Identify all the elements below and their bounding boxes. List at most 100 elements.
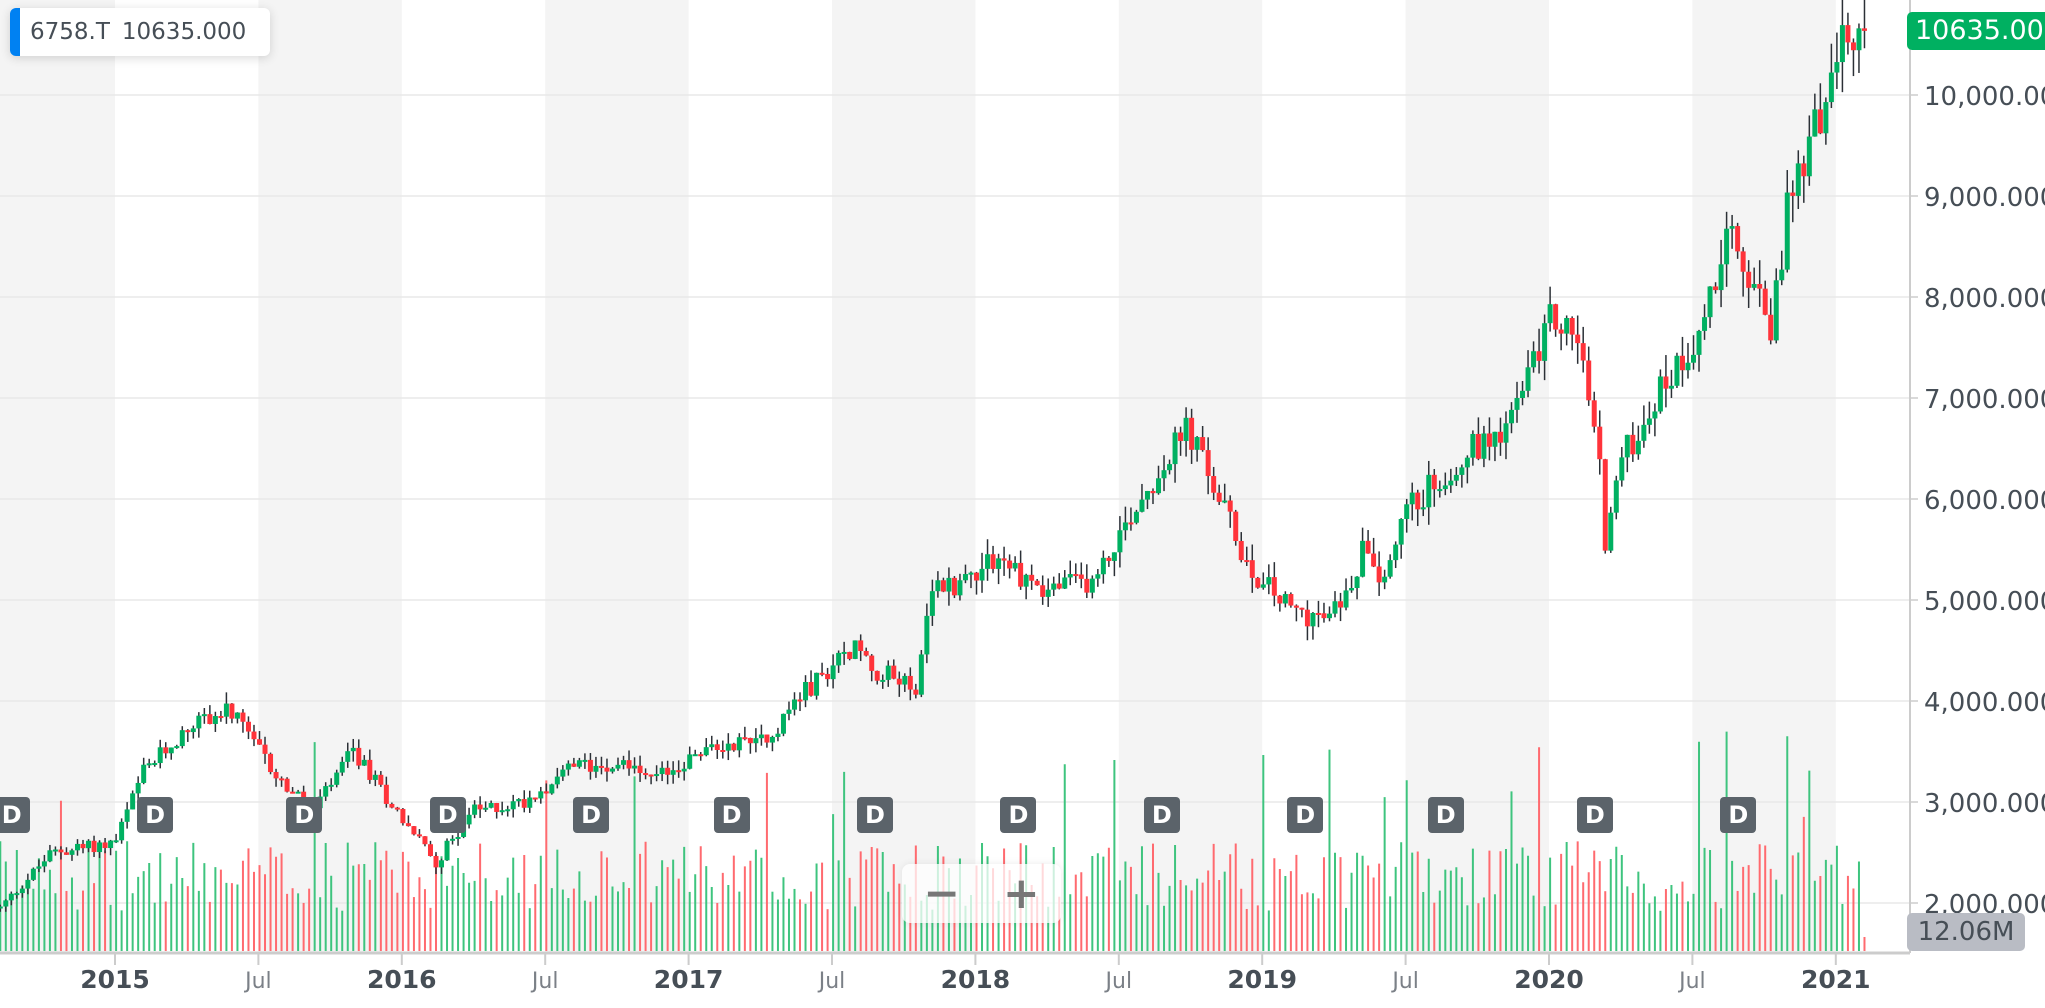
- dividend-marker[interactable]: D: [1576, 797, 1613, 833]
- dividend-marker[interactable]: D: [713, 797, 750, 833]
- candle-body: [1415, 492, 1421, 510]
- candle-body: [427, 844, 433, 856]
- candle-body: [372, 774, 378, 780]
- candle-body: [1613, 480, 1619, 513]
- candle-body: [836, 652, 842, 666]
- candle-body: [858, 640, 864, 652]
- candle-body: [1371, 553, 1377, 567]
- candle-body: [1806, 136, 1812, 177]
- dividend-marker[interactable]: D: [1720, 797, 1757, 833]
- candle-body: [1558, 329, 1564, 334]
- dividend-marker[interactable]: D: [1000, 797, 1037, 833]
- candle-body: [405, 823, 411, 827]
- dividend-marker[interactable]: D: [286, 797, 323, 833]
- candle-body: [747, 737, 753, 744]
- candle-body: [119, 821, 125, 841]
- candle-body: [643, 773, 649, 776]
- candle-body: [1757, 284, 1763, 289]
- candle-body: [687, 754, 693, 769]
- background-band: [258, 0, 402, 953]
- candle-body: [1729, 226, 1735, 229]
- candle-body: [1360, 540, 1366, 577]
- zoom-in-button[interactable]: +: [1002, 868, 1040, 919]
- candle-body: [19, 888, 25, 894]
- candle-body: [152, 763, 158, 766]
- candle-body: [1227, 500, 1233, 512]
- y-tick-label: 10,000.000: [1924, 82, 2045, 112]
- candle-body: [251, 731, 257, 740]
- candle-body: [1685, 362, 1691, 371]
- candle-body: [1216, 492, 1222, 502]
- candle-body: [1161, 470, 1167, 479]
- candle-body: [676, 770, 682, 773]
- x-tick-label: 2015: [80, 965, 150, 994]
- candle-body: [841, 651, 847, 654]
- candle-body: [874, 670, 880, 681]
- candle-body: [1492, 431, 1498, 447]
- dividend-marker[interactable]: D: [137, 797, 174, 833]
- candle-body: [1244, 560, 1250, 563]
- candle-body: [1051, 583, 1057, 590]
- candle-body: [47, 850, 53, 862]
- candle-body: [593, 765, 599, 772]
- candle-body: [604, 767, 610, 772]
- last-volume-badge: 12.06M: [1907, 913, 2025, 951]
- candle-body: [659, 767, 665, 775]
- y-tick-label: 3,000.000: [1924, 789, 2045, 819]
- zoom-out-button[interactable]: −: [923, 868, 961, 919]
- candle-body: [1735, 226, 1741, 252]
- candle-body: [946, 577, 952, 592]
- candle-body: [223, 703, 229, 717]
- candle-body: [1349, 588, 1355, 591]
- candle-body: [1602, 459, 1608, 551]
- candle-body: [769, 736, 775, 743]
- candle-body: [97, 842, 103, 853]
- candle-body: [1845, 25, 1851, 43]
- candle-body: [273, 772, 279, 779]
- candle-body: [1740, 251, 1746, 272]
- candle-body: [814, 672, 820, 696]
- dividend-marker[interactable]: D: [857, 797, 894, 833]
- candle-body: [466, 814, 472, 825]
- candle-body: [979, 568, 985, 581]
- candle-body: [1795, 163, 1801, 196]
- dividend-marker[interactable]: D: [0, 797, 30, 833]
- candle-body: [1790, 192, 1796, 196]
- candles: [0, 0, 1867, 912]
- candle-body: [1426, 474, 1432, 508]
- candle-body: [8, 893, 14, 901]
- candle-body: [725, 743, 731, 751]
- candle-body: [1062, 577, 1068, 589]
- candle-body: [1128, 522, 1134, 525]
- candle-body: [560, 769, 566, 777]
- x-tick-label: 2020: [1514, 965, 1584, 994]
- candle-body: [571, 763, 577, 767]
- candle-body: [609, 768, 615, 772]
- candle-body: [1828, 72, 1834, 103]
- candle-body: [1354, 576, 1360, 589]
- candle-body: [41, 861, 47, 867]
- dividend-marker[interactable]: D: [1143, 797, 1180, 833]
- candle-body: [1481, 433, 1487, 459]
- candle-body: [102, 842, 108, 849]
- dividend-marker[interactable]: D: [1287, 797, 1324, 833]
- candle-body: [703, 747, 709, 756]
- candle-body: [91, 840, 97, 853]
- candle-body: [1315, 612, 1321, 615]
- candle-body: [450, 838, 456, 841]
- candle-body: [400, 808, 406, 824]
- candle-body: [1547, 304, 1553, 324]
- candle-body: [1437, 489, 1443, 492]
- candle-body: [52, 849, 58, 852]
- candle-body: [974, 572, 980, 581]
- dividend-marker[interactable]: D: [429, 797, 466, 833]
- candle-body: [499, 810, 505, 813]
- candle-body: [218, 716, 224, 719]
- candle-body: [819, 672, 825, 675]
- candle-body: [1657, 376, 1663, 412]
- legend-color-marker: [10, 8, 20, 56]
- candle-body: [284, 778, 290, 792]
- dividend-marker[interactable]: D: [1427, 797, 1464, 833]
- dividend-marker[interactable]: D: [573, 797, 610, 833]
